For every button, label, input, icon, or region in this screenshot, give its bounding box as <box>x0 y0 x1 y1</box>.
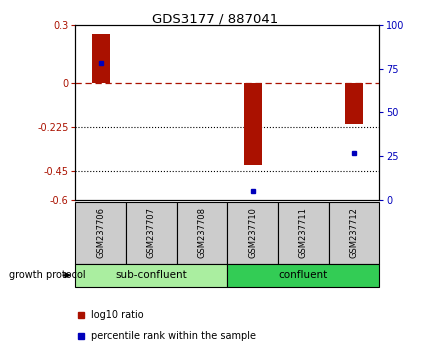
Bar <box>92 34 109 83</box>
Text: growth protocol: growth protocol <box>9 270 85 280</box>
Bar <box>328 202 378 264</box>
Text: GSM237706: GSM237706 <box>96 207 105 258</box>
Bar <box>227 264 378 287</box>
Bar <box>344 83 362 124</box>
Bar <box>227 202 277 264</box>
Text: percentile rank within the sample: percentile rank within the sample <box>91 331 255 341</box>
Text: GSM237707: GSM237707 <box>147 207 156 258</box>
Bar <box>243 83 261 165</box>
Text: GSM237711: GSM237711 <box>298 207 307 258</box>
Text: GDS3177 / 887041: GDS3177 / 887041 <box>152 12 278 25</box>
Bar <box>126 202 176 264</box>
Bar <box>176 202 227 264</box>
Bar <box>75 202 126 264</box>
Bar <box>75 264 227 287</box>
Bar <box>277 202 328 264</box>
Text: GSM237712: GSM237712 <box>349 207 358 258</box>
Text: GSM237710: GSM237710 <box>248 207 257 258</box>
Text: log10 ratio: log10 ratio <box>91 310 143 320</box>
Text: GSM237708: GSM237708 <box>197 207 206 258</box>
Text: sub-confluent: sub-confluent <box>115 270 187 280</box>
Text: confluent: confluent <box>278 270 327 280</box>
